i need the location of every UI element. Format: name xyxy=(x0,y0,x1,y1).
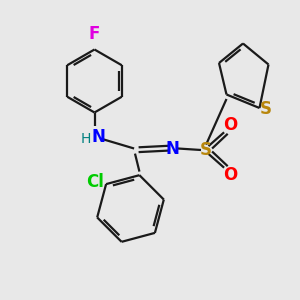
Text: S: S xyxy=(260,100,272,118)
Text: O: O xyxy=(224,116,238,134)
Text: N: N xyxy=(92,128,105,146)
Text: S: S xyxy=(200,141,211,159)
Text: Cl: Cl xyxy=(86,173,104,191)
Text: N: N xyxy=(166,140,179,158)
Text: O: O xyxy=(224,166,238,184)
Text: H: H xyxy=(81,132,91,146)
Text: F: F xyxy=(89,25,100,43)
